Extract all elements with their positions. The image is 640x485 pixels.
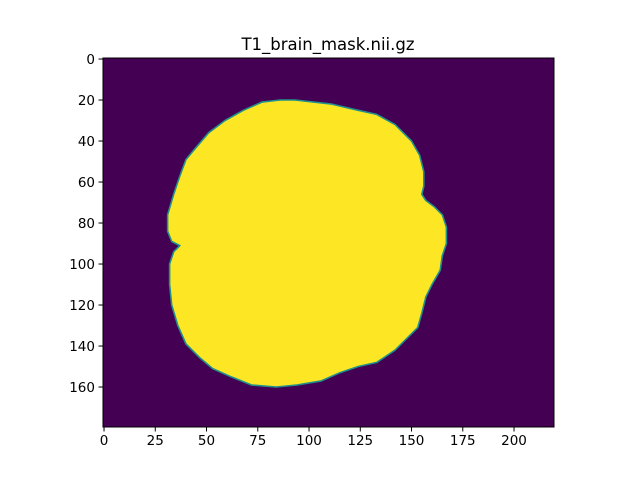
y-tick-label: 160 (69, 380, 95, 396)
x-tick-label: 125 (347, 433, 373, 449)
y-tick-label: 120 (69, 298, 95, 314)
brain-mask-region (166, 99, 448, 388)
x-tick-label: 150 (399, 433, 425, 449)
x-tick-label: 75 (249, 433, 266, 449)
x-tick-label: 0 (100, 433, 109, 449)
x-tick-label: 50 (198, 433, 215, 449)
plot-area (102, 57, 555, 428)
y-tick-label: 140 (69, 339, 95, 355)
y-tick-label: 60 (78, 175, 95, 191)
x-tick-label: 175 (450, 433, 476, 449)
y-tick-label: 80 (78, 216, 95, 232)
y-tick-label: 100 (69, 257, 95, 273)
x-axis: 0 25 50 75 100 125 150 175 200 (100, 427, 527, 449)
x-tick-label: 200 (501, 433, 527, 449)
axes-frame (102, 57, 555, 428)
y-tick-label: 40 (78, 134, 95, 150)
y-tick-label: 0 (86, 52, 95, 68)
y-tick-label: 20 (78, 93, 95, 109)
x-tick-label: 25 (147, 433, 164, 449)
x-tick-label: 100 (296, 433, 322, 449)
chart-title: T1_brain_mask.nii.gz (240, 35, 414, 55)
y-axis: 0 20 40 60 80 100 120 140 160 (69, 52, 103, 396)
